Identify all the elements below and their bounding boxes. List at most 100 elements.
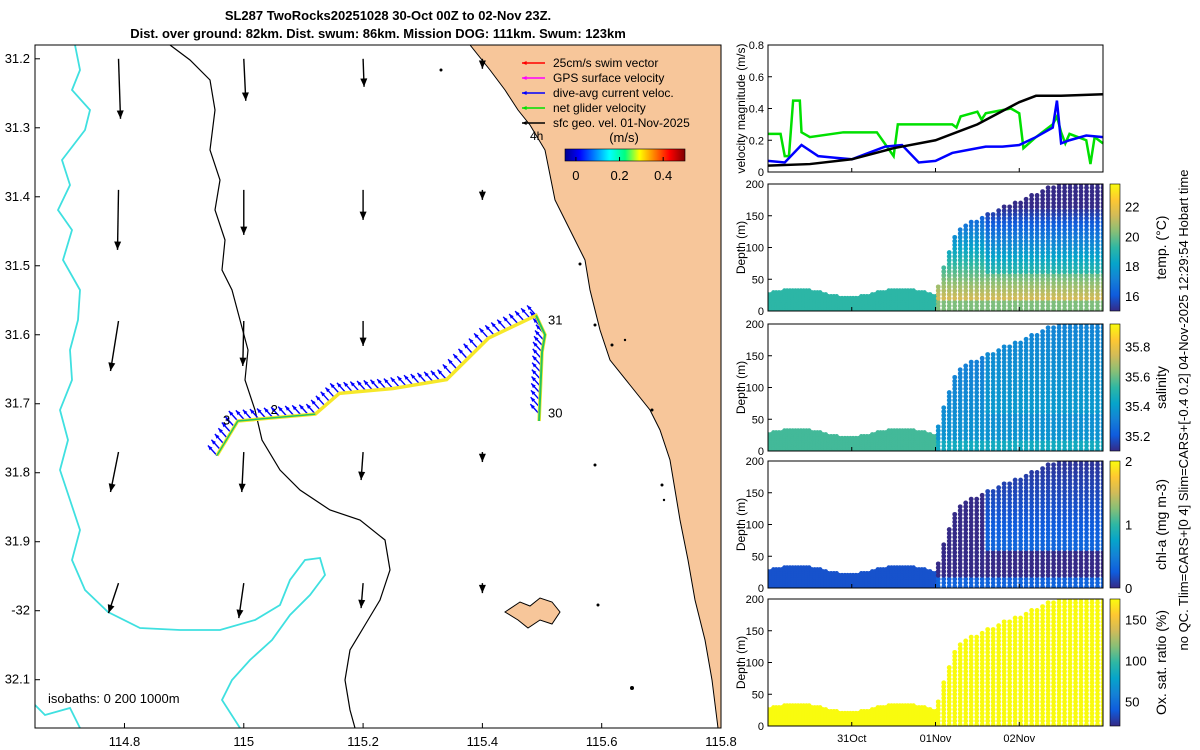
- section-dot: [1100, 580, 1103, 586]
- section-dot: [1051, 527, 1056, 532]
- section-dot: [1023, 374, 1029, 380]
- geo-vector-arrow: [359, 320, 367, 346]
- section-dot: [1023, 340, 1029, 346]
- section-dot: [1040, 374, 1045, 380]
- section-dot: [1100, 557, 1103, 563]
- section-dot: [1023, 515, 1029, 521]
- section-dot: [1073, 234, 1078, 240]
- colorbar-tick-label: 1: [1125, 518, 1132, 533]
- section-dot: [1056, 397, 1062, 403]
- section-dot: [1089, 485, 1095, 491]
- section-dot: [1051, 329, 1056, 335]
- section-dot: [1045, 500, 1051, 506]
- section-dot: [1067, 292, 1073, 297]
- section-dot: [1034, 401, 1040, 407]
- section-dot: [1040, 511, 1045, 517]
- current-vector-arrow: [534, 330, 545, 341]
- section-dot: [1084, 196, 1089, 202]
- section-dot: [1023, 492, 1029, 498]
- section-dot: [990, 299, 996, 305]
- section-dot: [1095, 208, 1100, 214]
- section-dot: [1001, 382, 1007, 388]
- section-dot: [1084, 439, 1089, 445]
- section-dot: [990, 390, 996, 395]
- section-dot: [1078, 276, 1084, 282]
- section-dot: [1089, 261, 1095, 267]
- section-dot: [1051, 413, 1056, 418]
- section-dot: [996, 439, 1002, 445]
- section-dot: [1051, 208, 1056, 214]
- section-dot: [1100, 261, 1103, 267]
- section-dot: [1084, 504, 1089, 510]
- section-dot: [1067, 432, 1073, 437]
- section-dot: [1045, 492, 1051, 498]
- section-dot: [1034, 527, 1040, 532]
- section-dot: [1078, 265, 1084, 271]
- section-dot: [1023, 273, 1029, 278]
- section-dot: [1056, 382, 1062, 388]
- section-dot: [941, 439, 947, 445]
- section-dot: [985, 511, 991, 517]
- section-dot: [1012, 340, 1018, 346]
- section-dot: [1067, 461, 1073, 464]
- section-dot: [1040, 416, 1045, 422]
- section-dot: [1073, 466, 1078, 472]
- section-dot: [1012, 378, 1018, 384]
- section-dot: [974, 496, 980, 502]
- section-dot: [996, 355, 1002, 361]
- section-dot: [985, 534, 991, 540]
- section-dot: [946, 265, 952, 271]
- section-dot: [1089, 303, 1095, 309]
- section-dot: [1062, 504, 1067, 510]
- section-dot: [1067, 223, 1073, 229]
- section-dot: [1018, 409, 1024, 415]
- section-dot: [935, 561, 941, 567]
- section-dot: [946, 550, 952, 555]
- section-dot: [1034, 443, 1040, 449]
- section-dot: [1023, 336, 1029, 342]
- section-dot: [1084, 561, 1089, 567]
- section-dot: [990, 424, 996, 430]
- section-dot: [990, 439, 996, 445]
- section-dot: [1078, 307, 1084, 311]
- section-dot: [1078, 386, 1084, 392]
- section-dot: [1018, 523, 1024, 529]
- section-dot: [968, 519, 974, 525]
- section-dot: [979, 242, 985, 248]
- section-dot: [1023, 280, 1029, 286]
- section-dot: [996, 393, 1002, 399]
- section-dot: [1034, 473, 1040, 479]
- section-dot: [974, 523, 980, 529]
- section-dot: [1018, 413, 1024, 418]
- current-vector-arrow: [315, 395, 326, 407]
- section-dot: [979, 371, 985, 376]
- map-y-tick-label: 31.5: [5, 258, 30, 273]
- section-dot: [1018, 492, 1024, 498]
- section-dot: [1062, 196, 1067, 202]
- section-dot: [1034, 371, 1040, 376]
- section-dot: [1023, 546, 1029, 552]
- section-dot: [1056, 324, 1062, 327]
- section-dot: [1029, 238, 1035, 244]
- section-dot: [1045, 428, 1051, 434]
- section-dot: [985, 257, 991, 263]
- section-dot: [946, 390, 952, 395]
- section-dot: [985, 382, 991, 388]
- section-dot: [1067, 189, 1073, 195]
- section-dot: [952, 435, 958, 441]
- section-dot: [1034, 250, 1040, 255]
- section-dot: [990, 295, 996, 301]
- section-dot: [1023, 295, 1029, 301]
- section-dot: [1034, 295, 1040, 301]
- section-dot: [1084, 393, 1089, 399]
- section-dot: [1018, 276, 1024, 282]
- section-dot: [1034, 242, 1040, 248]
- section-dot: [1078, 393, 1084, 399]
- section-dot: [1062, 238, 1067, 244]
- section-dot: [1007, 504, 1013, 510]
- section-dot: [974, 359, 980, 365]
- section-dot: [1100, 565, 1103, 571]
- section-dot: [1045, 397, 1051, 403]
- section-dot: [1045, 439, 1051, 445]
